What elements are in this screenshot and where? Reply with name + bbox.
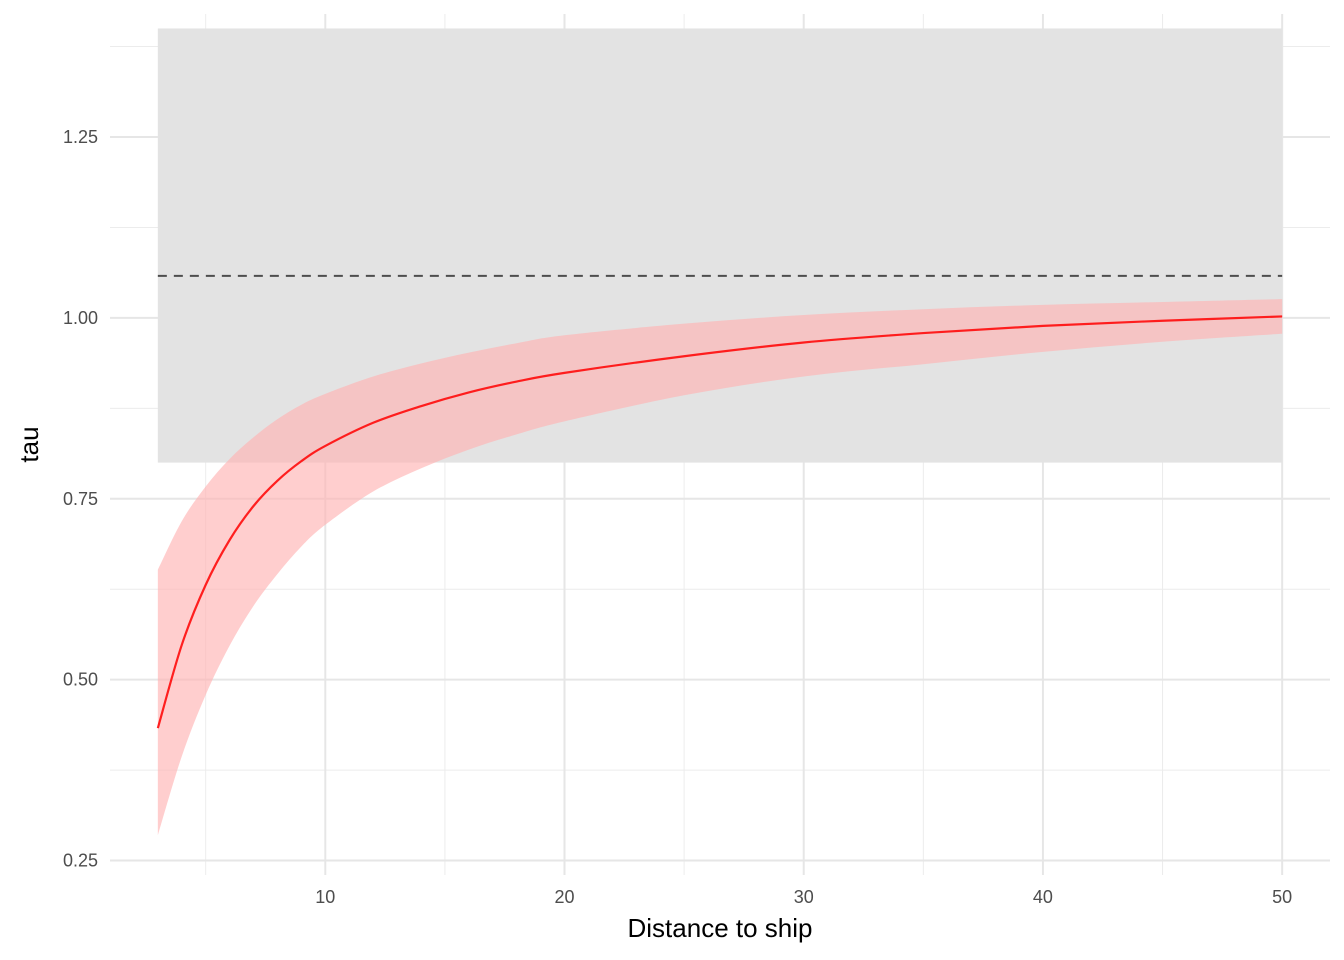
x-tick-label: 10: [315, 887, 335, 907]
x-tick-label: 50: [1272, 887, 1292, 907]
x-tick-label: 40: [1033, 887, 1053, 907]
confidence-ribbon: [157, 299, 1283, 836]
y-axis-tick-labels: 0.25 0.50 0.75 1.00 1.25: [63, 127, 98, 871]
x-axis-title: Distance to ship: [628, 913, 813, 943]
y-axis-title: tau: [14, 426, 44, 462]
fitted-curve: [156, 315, 1283, 729]
y-tick-label: 0.25: [63, 851, 98, 871]
x-tick-label: 20: [554, 887, 574, 907]
y-tick-label: 1.25: [63, 127, 98, 147]
x-tick-label: 30: [794, 887, 814, 907]
x-axis-tick-labels: 10 20 30 40 50: [315, 887, 1292, 907]
y-tick-label: 0.75: [63, 489, 98, 509]
y-tick-label: 0.50: [63, 670, 98, 690]
y-tick-label: 1.00: [63, 308, 98, 328]
